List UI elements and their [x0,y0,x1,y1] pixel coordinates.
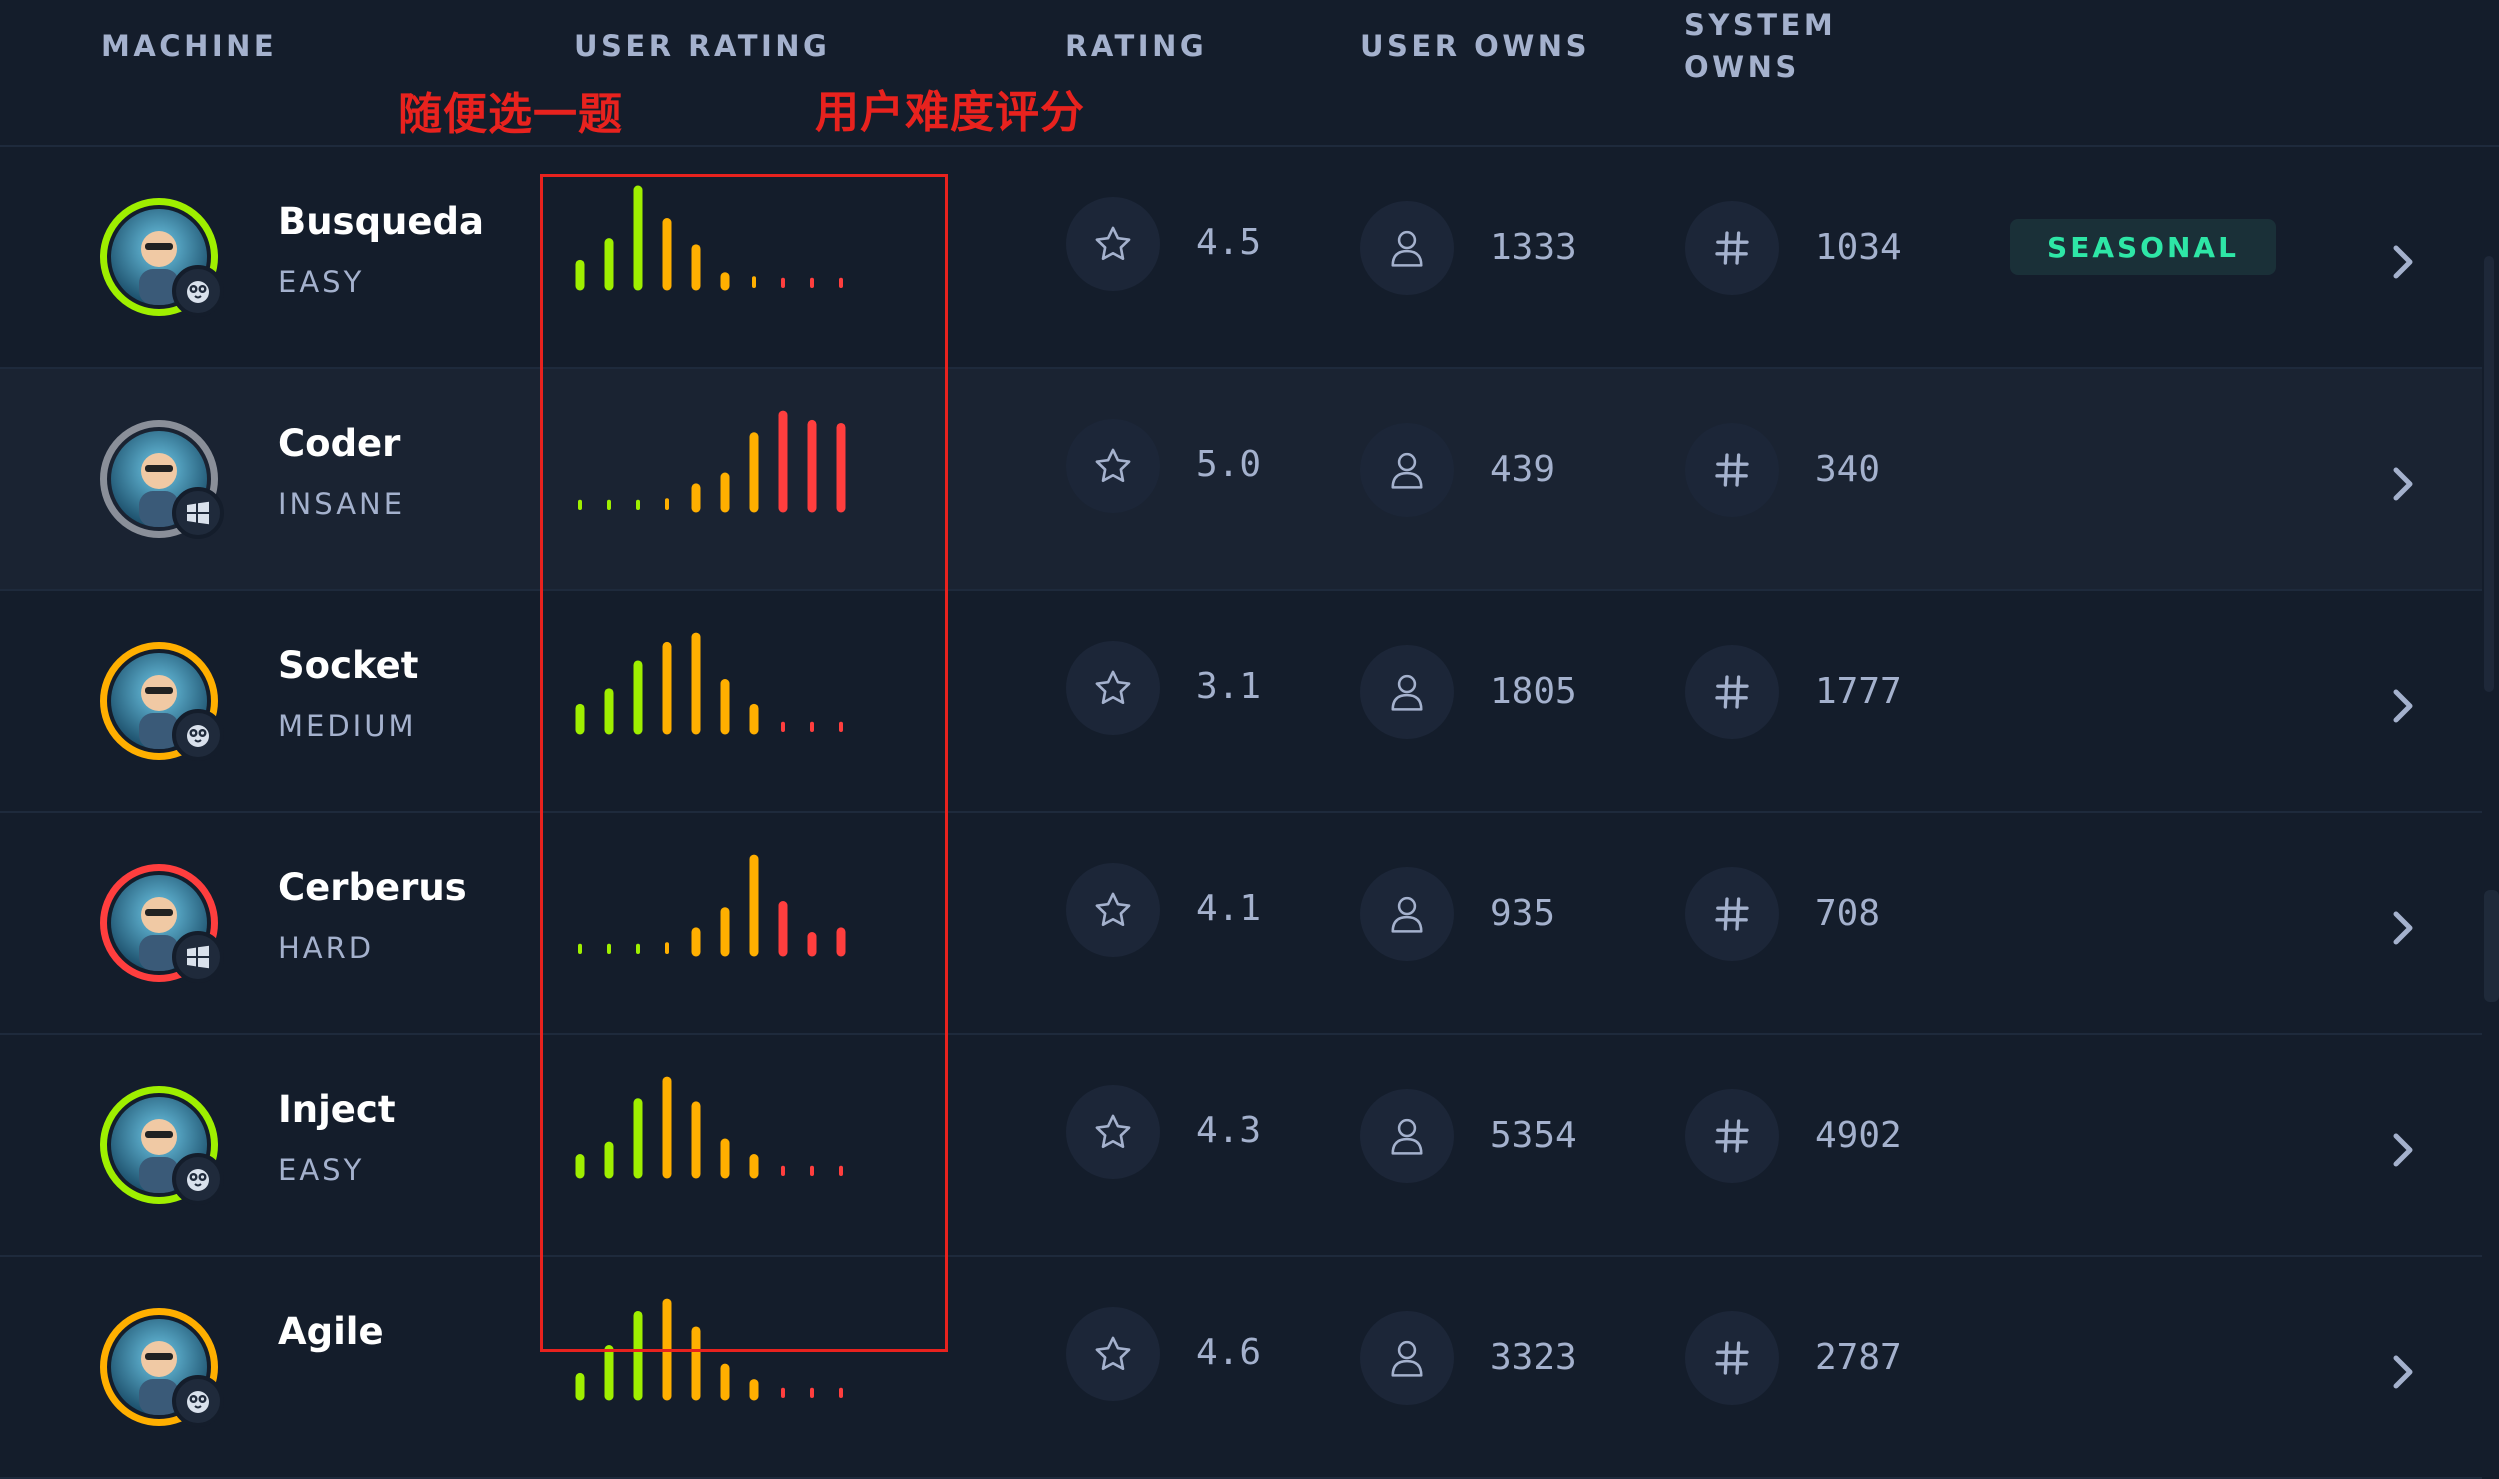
machine-row[interactable]: Inject EASY 4.3 5354 4902 [0,1035,2482,1257]
linux-icon [172,709,224,761]
user-owns-count: 1805 [1490,671,1577,712]
user-rating-chart [575,1076,843,1179]
user-owns-count: 3323 [1490,1337,1577,1378]
user-icon [1360,201,1454,295]
column-header-system-owns[interactable]: SYSTEM OWNS [1684,4,1836,88]
user-rating-chart [578,854,846,957]
machine-rating: 4.5 [1196,222,1262,263]
machine-name[interactable]: Agile [278,1310,384,1353]
star-icon [1066,863,1160,957]
column-header-rating[interactable]: RATING [1065,29,1208,63]
column-header-system-owns-line2: OWNS [1684,50,1800,84]
column-header-user-rating[interactable]: USER RATING [574,29,831,63]
column-header-machine[interactable]: MACHINE [101,29,278,63]
avatar-image [111,875,207,971]
machine-rating: 5.0 [1196,444,1262,485]
star-icon [1066,641,1160,735]
user-rating-chart [578,410,846,513]
column-header-system-owns-line1: SYSTEM [1684,8,1837,42]
chevron-right-icon[interactable] [2388,908,2418,948]
machine-name[interactable]: Socket [278,644,419,687]
hash-icon [1685,645,1779,739]
hash-icon [1685,201,1779,295]
machine-rating: 4.1 [1196,888,1262,929]
hash-icon [1685,1089,1779,1183]
user-icon [1360,1311,1454,1405]
system-owns-count: 1034 [1815,227,1902,268]
user-owns-count: 439 [1490,449,1556,490]
system-owns-count: 340 [1815,449,1881,490]
machine-name[interactable]: Coder [278,422,401,465]
avatar-image [111,1097,207,1193]
machine-rating: 3.1 [1196,666,1262,707]
annotation-user-difficulty: 用户难度评分 [815,87,1085,138]
machine-avatar[interactable] [100,1086,218,1204]
user-owns-count: 1333 [1490,227,1577,268]
machine-difficulty: EASY [278,1153,365,1187]
scrollbar[interactable] [2484,256,2494,692]
system-owns-count: 2787 [1815,1337,1902,1378]
table-header: MACHINE USER RATING RATING USER OWNS SYS… [0,0,2499,147]
machine-difficulty: MEDIUM [278,709,417,743]
column-header-user-owns[interactable]: USER OWNS [1360,29,1590,63]
machine-name[interactable]: Inject [278,1088,396,1131]
hash-icon [1685,423,1779,517]
user-icon [1360,645,1454,739]
user-icon [1360,1089,1454,1183]
machine-rating: 4.6 [1196,1332,1262,1373]
machine-name[interactable]: Busqueda [278,200,484,243]
user-owns-count: 5354 [1490,1115,1577,1156]
user-rating-chart [575,185,843,291]
system-owns-count: 708 [1815,893,1881,934]
windows-icon [172,931,224,983]
star-icon [1066,1085,1160,1179]
user-owns-count: 935 [1490,893,1556,934]
machine-row[interactable]: Busqueda EASY 4.5 1333 1034 SEASONAL [0,147,2482,369]
chevron-right-icon[interactable] [2388,1352,2418,1392]
machine-avatar[interactable] [100,864,218,982]
user-rating-chart [575,1298,843,1401]
star-icon [1066,419,1160,513]
avatar-illustration [111,1097,207,1193]
user-icon [1360,867,1454,961]
hash-icon [1685,1311,1779,1405]
machine-row[interactable]: Coder INSANE 5.0 439 340 [0,369,2482,591]
seasonal-badge: SEASONAL [2010,219,2276,275]
chevron-right-icon[interactable] [2388,464,2418,504]
machine-row[interactable]: Agile 4.6 3323 2787 [0,1257,2482,1479]
machine-difficulty: HARD [278,931,375,965]
machine-row[interactable]: Socket MEDIUM 3.1 1805 1777 [0,591,2482,813]
user-rating-chart [575,632,843,735]
star-icon [1066,1307,1160,1401]
machine-difficulty: EASY [278,265,365,299]
linux-icon [172,265,224,317]
annotation-pick-challenge: 随便选一题 [398,89,623,140]
system-owns-count: 1777 [1815,671,1902,712]
machine-name[interactable]: Cerberus [278,866,467,909]
linux-icon [172,1153,224,1205]
chevron-right-icon[interactable] [2388,686,2418,726]
machine-rating: 4.3 [1196,1110,1262,1151]
star-icon [1066,197,1160,291]
minimap-scroll-handle[interactable] [2484,890,2499,1002]
chevron-right-icon[interactable] [2388,242,2418,282]
hash-icon [1685,867,1779,961]
user-icon [1360,423,1454,517]
chevron-right-icon[interactable] [2388,1130,2418,1170]
windows-icon [172,487,224,539]
avatar-illustration [111,875,207,971]
system-owns-count: 4902 [1815,1115,1902,1156]
machine-row[interactable]: Cerberus HARD 4.1 935 708 [0,813,2482,1035]
machine-difficulty: INSANE [278,487,406,521]
